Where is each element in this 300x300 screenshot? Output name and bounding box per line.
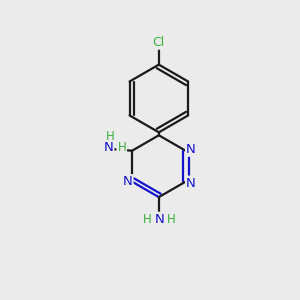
Text: N: N	[103, 141, 113, 154]
Text: N: N	[186, 143, 196, 156]
Text: H: H	[143, 213, 152, 226]
Text: H: H	[167, 213, 176, 226]
Text: N: N	[155, 213, 165, 226]
Text: N: N	[186, 177, 196, 190]
Text: H: H	[106, 130, 114, 143]
Text: N: N	[123, 175, 133, 188]
Text: H: H	[117, 141, 126, 154]
Text: Cl: Cl	[153, 36, 165, 49]
